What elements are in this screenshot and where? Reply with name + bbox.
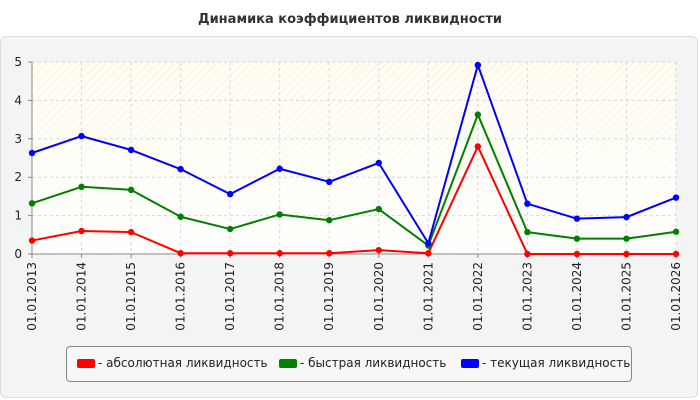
series-line: [31, 64, 677, 245]
data-point: [226, 250, 234, 257]
x-tick-label: 01.01.2015: [124, 262, 138, 331]
data-point: [375, 205, 382, 213]
data-point: [573, 235, 581, 242]
series-0: [28, 143, 680, 258]
data-point: [524, 200, 531, 207]
data-point: [326, 217, 333, 224]
data-point: [375, 246, 382, 254]
series-line: [31, 113, 677, 247]
data-point: [177, 213, 184, 220]
y-tick-label: 1: [14, 209, 22, 223]
data-point: [177, 250, 184, 257]
data-point: [28, 200, 36, 207]
data-point: [623, 235, 630, 242]
data-point: [623, 250, 630, 258]
data-point: [474, 61, 482, 69]
data-point: [226, 190, 234, 198]
data-point: [573, 215, 581, 222]
x-tick-label: 01.01.2016: [174, 262, 188, 331]
data-point: [623, 213, 630, 221]
legend-label: - абсолютная ликвидность: [98, 356, 268, 370]
series-1: [28, 111, 680, 249]
data-point: [276, 250, 283, 257]
data-point: [573, 250, 581, 258]
data-point: [375, 159, 382, 167]
data-point: [326, 178, 333, 186]
data-point: [425, 250, 432, 257]
data-point: [127, 186, 135, 194]
y-tick-label: 3: [14, 132, 22, 146]
y-tick-label: 0: [14, 247, 22, 261]
data-point: [425, 240, 432, 247]
data-point: [276, 211, 283, 218]
data-point: [524, 250, 531, 258]
y-tick-label: 2: [14, 170, 22, 184]
legend-label: - быстрая ликвидность: [300, 356, 447, 370]
legend-swatch: [279, 358, 297, 368]
series-line: [31, 145, 676, 255]
x-tick-label: 01.01.2017: [223, 262, 237, 331]
x-tick-label: 01.01.2025: [619, 262, 633, 331]
plot-area-fade: [32, 62, 676, 254]
data-point: [28, 237, 36, 244]
x-tick-label: 01.01.2024: [570, 262, 584, 331]
data-point: [127, 228, 135, 236]
data-point: [78, 132, 85, 140]
legend-item: - абсолютная ликвидность: [77, 356, 268, 370]
legend-swatch: [77, 358, 95, 368]
x-tick-label: 01.01.2021: [421, 262, 435, 331]
x-tick-label: 01.01.2019: [322, 262, 336, 331]
data-point: [78, 183, 85, 190]
data-point: [474, 143, 482, 150]
data-point: [177, 165, 184, 173]
data-point: [78, 227, 85, 235]
data-point: [672, 228, 680, 235]
data-point: [226, 225, 234, 233]
x-tick-label: 01.01.2026: [669, 262, 683, 331]
x-tick-label: 01.01.2023: [520, 262, 534, 331]
y-tick-label: 5: [14, 55, 22, 69]
chart-title: Динамика коэффициентов ликвидности: [198, 12, 502, 27]
data-point: [524, 228, 531, 236]
legend-item: - быстрая ликвидность: [279, 356, 446, 370]
x-tick-label: 01.01.2022: [471, 262, 485, 331]
legend-swatch: [461, 358, 479, 368]
data-point: [474, 111, 482, 118]
data-point: [672, 250, 680, 258]
data-point: [276, 165, 283, 172]
x-tick-label: 01.01.2014: [75, 262, 89, 331]
y-tick-label: 4: [14, 93, 22, 107]
legend: - абсолютная ликвидность - быстрая ликвид…: [66, 346, 632, 382]
legend-item: - текущая ликвидность: [461, 356, 630, 370]
data-point: [326, 250, 333, 257]
legend-label: - текущая ликвидность: [482, 356, 631, 370]
data-point: [28, 149, 36, 157]
x-tick-label: 01.01.2020: [372, 262, 386, 331]
data-point: [127, 146, 135, 154]
x-tick-label: 01.01.2018: [273, 262, 287, 331]
data-point: [672, 194, 680, 201]
x-tick-label: 01.01.2013: [25, 262, 39, 331]
series-2: [28, 61, 680, 247]
